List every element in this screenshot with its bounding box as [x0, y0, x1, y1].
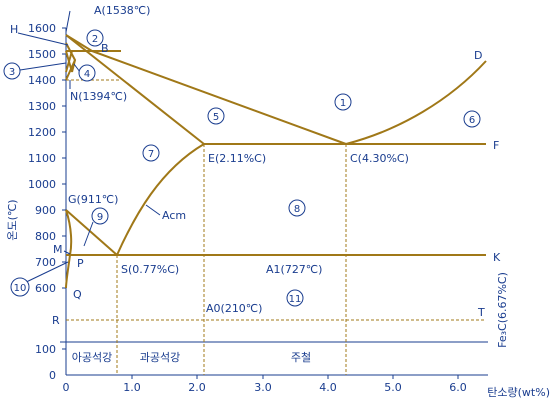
region-2-marker: 2 — [86, 29, 104, 47]
region-7-marker: 7 — [142, 144, 160, 162]
label-g: G(911℃) — [68, 193, 118, 206]
pq-line — [65, 254, 71, 289]
a3-line — [65, 209, 118, 256]
y-tick-label: 800 — [35, 230, 56, 243]
label-e: E(2.11%C) — [208, 152, 266, 165]
svg-text:1: 1 — [340, 98, 346, 109]
label-b: B — [101, 42, 109, 55]
region-1-marker: 1 — [334, 93, 352, 111]
svg-text:11: 11 — [289, 294, 302, 305]
label-n: N(1394℃) — [70, 90, 127, 103]
svg-text:7: 7 — [148, 149, 154, 160]
y-axis-label: 온도(℃) — [6, 199, 19, 240]
y-tick-label: 1500 — [28, 48, 56, 61]
y-tick-label: 0 — [49, 369, 56, 382]
solidus-a-e — [65, 34, 205, 145]
region-3-marker: 3 — [3, 62, 21, 80]
label-r: R — [52, 314, 60, 327]
hypereutectoid-steel-label: 과공석강 — [140, 351, 180, 364]
region-markers: 1 2 3 4 5 6 7 8 9 10 11 — [3, 29, 481, 307]
y-tick-label: 1400 — [28, 74, 56, 87]
region-6-marker: 6 — [463, 110, 481, 128]
y-tick-label: 100 — [35, 343, 56, 356]
label-p: P — [77, 257, 84, 270]
leaders — [17, 10, 161, 286]
label-f: F — [493, 139, 499, 152]
y-tick-label: 1200 — [28, 126, 56, 139]
gp-line — [65, 209, 73, 256]
region-8-marker: 8 — [288, 199, 306, 217]
label-h: H — [10, 23, 18, 36]
y-tick-labels: 1600 1500 1400 1300 1200 1100 1000 900 8… — [28, 22, 56, 382]
region-5-marker: 5 — [207, 107, 225, 125]
label-q: Q — [73, 288, 82, 301]
svg-text:2: 2 — [92, 34, 98, 45]
svg-text:8: 8 — [294, 204, 300, 215]
region-10-marker: 10 — [10, 277, 30, 297]
label-c: C(4.30%C) — [350, 152, 409, 165]
x-tick-marks — [131, 375, 459, 379]
cast-iron-label: 주철 — [291, 351, 311, 364]
x-tick-label: 3.0 — [254, 381, 272, 394]
label-t: T — [477, 306, 485, 319]
y-tick-label: 1300 — [28, 100, 56, 113]
delta-line-4 — [65, 59, 76, 81]
y-tick-label: 600 — [35, 282, 56, 295]
point-labels: A(1538℃) H B N(1394℃) D E(2.11%C) C(4.30… — [10, 4, 501, 327]
x-tick-label: 2.0 — [188, 381, 206, 394]
label-acm: Acm — [162, 209, 186, 222]
svg-text:9: 9 — [97, 212, 103, 223]
label-a: A(1538℃) — [94, 4, 150, 17]
x-axis-label: 탄소량(wt%) — [487, 386, 550, 399]
svg-text:3: 3 — [9, 67, 15, 78]
svg-text:4: 4 — [84, 69, 90, 80]
x-tick-label: 5.0 — [384, 381, 402, 394]
liquidus-b-c — [91, 50, 347, 145]
y-tick-label: 1000 — [28, 178, 56, 191]
region-9-marker: 9 — [91, 207, 109, 225]
label-k: K — [493, 251, 501, 264]
svg-text:6: 6 — [469, 115, 475, 126]
cementite-label: Fe₃C(6.67%C) — [496, 272, 509, 348]
svg-text:10: 10 — [14, 283, 27, 294]
x-tick-label: 6.0 — [449, 381, 467, 394]
region-11-marker: 11 — [286, 289, 304, 307]
svg-text:5: 5 — [213, 112, 219, 123]
x-tick-label: 1.0 — [123, 381, 141, 394]
acm-line — [116, 143, 205, 256]
x-tick-label: 0 — [63, 381, 70, 394]
y-tick-label: 1600 — [28, 22, 56, 35]
label-a1: A1(727℃) — [266, 263, 322, 276]
label-d: D — [474, 49, 482, 62]
label-a0: A0(210℃) — [206, 302, 262, 315]
x-tick-label: 4.0 — [319, 381, 337, 394]
phase-boundaries — [65, 34, 487, 289]
label-s: S(0.77%C) — [121, 263, 179, 276]
y-tick-label: 700 — [35, 256, 56, 269]
x-tick-labels: 0 1.0 2.0 3.0 4.0 5.0 6.0 — [63, 381, 467, 394]
region-4-marker: 4 — [78, 64, 96, 82]
y-tick-marks — [62, 27, 66, 350]
y-tick-label: 1100 — [28, 152, 56, 165]
y-tick-label: 900 — [35, 204, 56, 217]
liquidus-c-d — [345, 60, 487, 145]
hypoeutectoid-steel-label: 아공석강 — [72, 351, 112, 364]
label-m: M — [53, 243, 63, 256]
